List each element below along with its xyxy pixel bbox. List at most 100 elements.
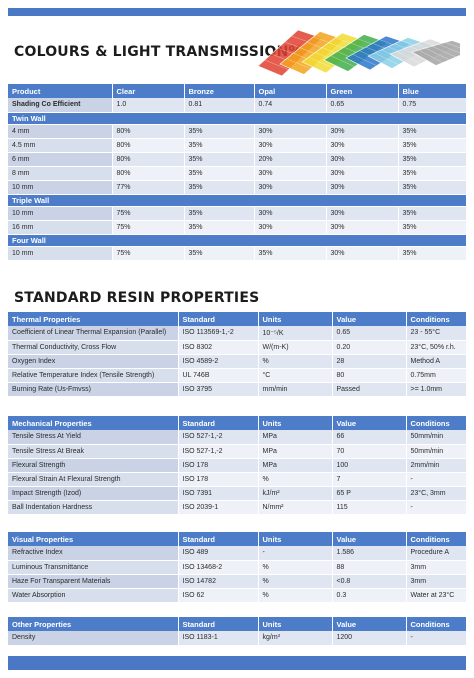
table-cell: 35%: [254, 246, 327, 261]
table-cell: Procedure A: [406, 546, 467, 561]
resin-section-title: STANDARD RESIN PROPERTIES: [14, 290, 260, 306]
table-cell: -: [406, 631, 467, 646]
table-cell: 50mm/min: [406, 430, 467, 445]
table-row: 4.5 mm 80% 35% 30% 30% 35%: [8, 138, 467, 153]
table-cell: Water at 23°C: [406, 588, 467, 603]
group-label: Four Wall: [8, 234, 467, 247]
column-header: Conditions: [406, 617, 467, 631]
table-cell: 30%: [326, 180, 399, 195]
table-cell: 10 mm: [8, 206, 113, 221]
table-row: Flexural Strain At Flexural Strength ISO …: [8, 472, 467, 487]
light-transmission-table: Product Clear Bronze Opal Green Blue Shading C…: [8, 84, 467, 261]
table-cell: ISO 62: [178, 588, 259, 603]
table-cell: 35%: [184, 124, 255, 139]
table-cell: Thermal Conductivity, Cross Flow: [8, 340, 179, 355]
table-cell: 30%: [326, 206, 399, 221]
table-cell: 1200: [332, 631, 407, 646]
sheet-flute-line: [396, 51, 421, 64]
column-header: Standard: [178, 617, 259, 631]
table-row: Burning Rate (Us-Fmvss) ISO 3795 mm/min Pas…: [8, 382, 467, 397]
table-cell: 80%: [112, 152, 185, 167]
table-cell: 80%: [112, 138, 185, 153]
table-row: Refractive Index ISO 489-1.586 Procedure A: [8, 546, 467, 561]
table-row: 16 mm 75% 35% 30% 30% 35%: [8, 220, 467, 235]
table-cell: MPa: [258, 430, 333, 445]
table-cell: 3mm: [406, 560, 467, 575]
table-cell: 4 mm: [8, 124, 113, 139]
table-cell: Haze For Transparent Materials: [8, 574, 179, 589]
sheet-flute-line: [445, 42, 460, 49]
table-cell: ISO 489: [178, 546, 259, 561]
column-header: Product: [8, 84, 113, 98]
table-cell: kJ/m²: [258, 486, 333, 501]
table-row: Flexural Strength ISO 178 MPa 100 2mm/min: [8, 458, 467, 473]
table-cell: Oxygen Index: [8, 354, 179, 369]
table-cell: 30%: [326, 152, 399, 167]
table-cell: Coefficient of Linear Thermal Expansion …: [8, 326, 179, 341]
table-cell: °C: [258, 368, 333, 383]
table-cell: W/(m-K): [258, 340, 333, 355]
table-row: Water Absorption ISO 62% 0.3 Water at 23°C: [8, 588, 467, 603]
column-header: Opal: [254, 84, 327, 98]
column-header: Value: [332, 416, 407, 430]
table-cell: 0.74: [254, 98, 327, 113]
table-cell: 100: [332, 458, 407, 473]
column-header: Value: [332, 532, 407, 546]
sheet-flute-line: [352, 54, 377, 66]
column-header: Units: [258, 312, 333, 326]
column-header: Standard: [178, 312, 259, 326]
table-cell: %: [258, 574, 333, 589]
table-cell: 35%: [398, 124, 467, 139]
colours-section-title: COLOURS & LIGHT TRANSMISSION%: [14, 44, 303, 60]
table-cell: 30%: [254, 206, 327, 221]
table-cell: 80%: [112, 166, 185, 181]
column-header: Clear: [112, 84, 185, 98]
sheet-flute-line: [286, 58, 311, 69]
table-cell: 30%: [254, 166, 327, 181]
column-header: Blue: [398, 84, 467, 98]
table-cell: kg/m³: [258, 631, 333, 646]
table-cell: Flexural Strength: [8, 458, 179, 473]
table-cell: Luminous Transmittance: [8, 560, 179, 575]
table-cell: 0.75: [398, 98, 467, 113]
table-cell: 7: [332, 472, 407, 487]
table-cell: ISO 2039-1: [178, 500, 259, 515]
table-row: Oxygen Index ISO 4589-2% 28 Method A: [8, 354, 467, 369]
table-cell: <0.8: [332, 574, 407, 589]
table-cell: 77%: [112, 180, 185, 195]
table-cell: 30%: [326, 246, 399, 261]
table-cell: 30%: [326, 166, 399, 181]
table-row: Thermal Conductivity, Cross Flow ISO 8302…: [8, 340, 467, 355]
polycarbonate-sheets-icon: [257, 29, 460, 77]
table-cell: 88: [332, 560, 407, 575]
table-cell: 35%: [184, 180, 255, 195]
visual-properties-table: Visual Properties Standard Units Value Condi…: [8, 532, 467, 603]
table-cell: Burning Rate (Us-Fmvss): [8, 382, 179, 397]
thermal-properties-table: Thermal Properties Standard Units Value Cond…: [8, 312, 467, 397]
table-row: 10 mm 77% 35% 30% 30% 35%: [8, 180, 467, 195]
table-cell: 115: [332, 500, 407, 515]
column-header: Other Properties: [8, 617, 179, 631]
table-cell: 23 - 55°C: [406, 326, 467, 341]
table-cell: Passed: [332, 382, 407, 397]
table-cell: >= 1.0mm: [406, 382, 467, 397]
table-cell: Ball Indentation Hardness: [8, 500, 179, 515]
table-cell: 8 mm: [8, 166, 113, 181]
table-cell: 1.0: [112, 98, 185, 113]
table-cell: 35%: [184, 166, 255, 181]
other-properties-table: Other Properties Standard Units Value Condit…: [8, 617, 467, 646]
table-cell: Water Absorption: [8, 588, 179, 603]
table-cell: ISO 1183-1: [178, 631, 259, 646]
table-cell: Impact Strength (Izod): [8, 486, 179, 501]
table-cell: Density: [8, 631, 179, 646]
column-header: Standard: [178, 532, 259, 546]
table-cell: Tensile Stress At Break: [8, 444, 179, 459]
table-cell: 35%: [398, 220, 467, 235]
table-cell: ISO 13468-2: [178, 560, 259, 575]
table-cell: 50mm/min: [406, 444, 467, 459]
table-cell: Shading Co Efficient: [8, 98, 113, 113]
table-cell: 80%: [112, 124, 185, 139]
table-cell: MPa: [258, 444, 333, 459]
table-cell: 35%: [398, 206, 467, 221]
